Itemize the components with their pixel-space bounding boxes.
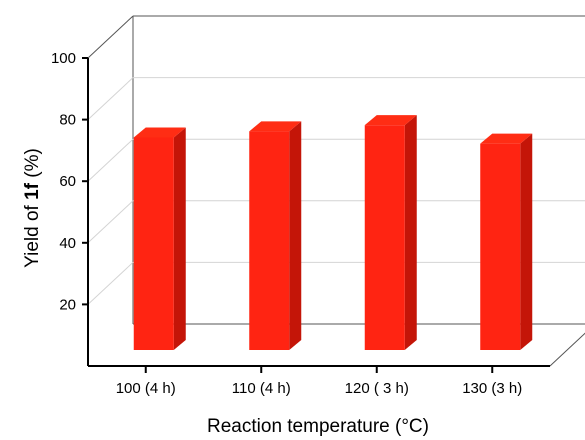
bar-front-face	[133, 137, 174, 350]
axes	[82, 57, 550, 373]
bar-top-face	[480, 133, 533, 144]
x-axis-title: Reaction temperature (°C)	[207, 416, 429, 437]
bar-side-face	[173, 127, 186, 350]
bar-top-face	[364, 115, 417, 126]
bar	[249, 121, 302, 350]
x-tick-label: 130 (3 h)	[462, 380, 522, 397]
y-tick-label: 100	[51, 50, 76, 67]
floor-right-edge	[549, 332, 585, 367]
gridline-side	[87, 138, 134, 182]
gridline-side	[87, 77, 134, 120]
y-tick-label: 60	[59, 173, 76, 190]
x-tick-labels: 100 (4 h) 110 (4 h) 120 ( 3 h) 130 (3 h)	[116, 380, 523, 397]
bar	[364, 115, 417, 350]
bar	[133, 127, 186, 350]
y-tick-labels: 20 40 60 80 100	[51, 50, 76, 313]
y-axis-title-suffix: (%)	[22, 148, 43, 183]
bar-top-face	[133, 127, 186, 138]
gridline-side	[87, 262, 134, 305]
y-tick-label: 80	[59, 112, 76, 129]
bar-front-face	[480, 143, 521, 350]
bar-side-face	[404, 115, 417, 350]
x-tick-label: 120 ( 3 h)	[345, 380, 409, 397]
gridline-side	[87, 200, 134, 244]
bar-side-face	[289, 121, 302, 350]
y-axis-title-compound: 1f	[22, 182, 43, 200]
bar-front-face	[249, 131, 290, 350]
y-axis-title: Yield of 1f (%)	[22, 148, 43, 268]
y-axis-title-prefix: Yield of	[22, 200, 43, 268]
bar-side-face	[520, 133, 533, 350]
x-tick-label: 100 (4 h)	[116, 380, 176, 397]
side-wall-top-edge	[87, 15, 134, 59]
bar-front-face	[364, 125, 405, 350]
y-tick-label: 40	[59, 235, 76, 252]
bars	[133, 115, 533, 350]
chart-walls	[87, 15, 585, 367]
bar-top-face	[249, 121, 302, 132]
bar	[480, 133, 533, 350]
y-tick-label: 20	[59, 296, 76, 313]
x-tick-label: 110 (4 h)	[232, 380, 291, 397]
